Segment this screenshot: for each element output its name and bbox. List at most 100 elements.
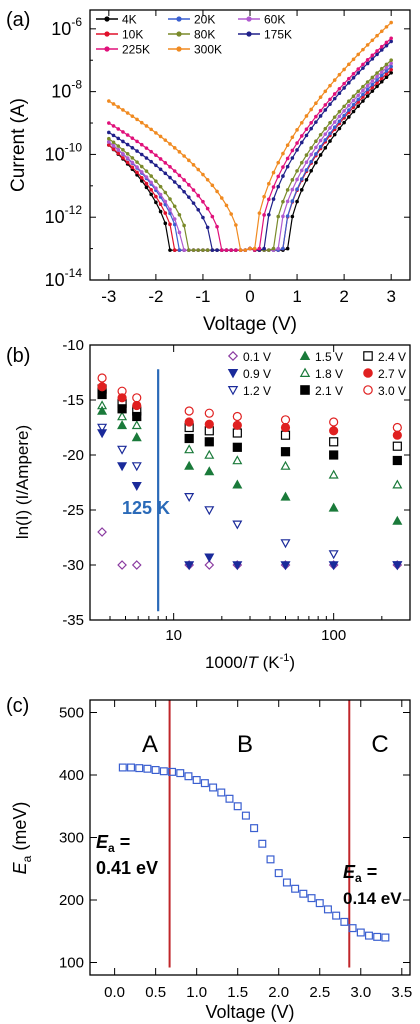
legend-item-1.5V: 1.5 V bbox=[299, 350, 343, 364]
data-point bbox=[121, 148, 125, 152]
data-point bbox=[314, 152, 318, 156]
data-point bbox=[187, 248, 191, 252]
legend-label: 0.1 V bbox=[243, 350, 271, 364]
panel-c-y-label-sub: a bbox=[20, 855, 34, 862]
series-2.7 V bbox=[97, 382, 402, 440]
series-225K bbox=[107, 36, 393, 252]
legend-item-2.7V: 2.7 V bbox=[363, 367, 406, 381]
data-point bbox=[172, 146, 177, 150]
series-80K bbox=[107, 58, 393, 252]
y-tick-label: -20 bbox=[62, 447, 84, 464]
data-point bbox=[158, 209, 163, 214]
data-point bbox=[121, 156, 125, 160]
legend-marker bbox=[227, 369, 239, 379]
x-tick-label: 3 bbox=[386, 287, 395, 306]
x-tick-label: 2 bbox=[339, 287, 348, 306]
y-tick-label: -10 bbox=[62, 337, 84, 354]
legend-item-2.1V: 2.1 V bbox=[300, 384, 343, 398]
data-point bbox=[125, 111, 130, 115]
legend-marker bbox=[299, 367, 311, 377]
data-point bbox=[347, 108, 351, 112]
legend-item-60K: 60K bbox=[238, 13, 285, 27]
legend-label: 300K bbox=[194, 43, 222, 57]
data-point bbox=[117, 462, 128, 472]
y-tick-label: 10-14 bbox=[45, 266, 83, 290]
series-line bbox=[108, 37, 392, 251]
legend-swatch-marker bbox=[104, 31, 110, 37]
data-point bbox=[314, 139, 318, 144]
data-point bbox=[280, 491, 291, 501]
x-tick-label: 0.5 bbox=[145, 984, 166, 1001]
data-point bbox=[149, 180, 153, 185]
data-point bbox=[392, 422, 402, 433]
series-0.1 V bbox=[97, 527, 403, 570]
y-tick-label: -35 bbox=[62, 612, 84, 629]
data-point bbox=[257, 246, 262, 251]
data-point bbox=[309, 107, 313, 112]
data-point bbox=[182, 189, 186, 194]
y-tick-label: -25 bbox=[62, 502, 84, 519]
legend-swatch-marker bbox=[176, 31, 182, 37]
x-tick-label: 3.0 bbox=[350, 984, 371, 1001]
data-point bbox=[262, 246, 266, 251]
x-tick-label: 2.5 bbox=[309, 984, 330, 1001]
data-point bbox=[295, 148, 299, 152]
data-point bbox=[158, 184, 163, 189]
data-point bbox=[332, 115, 337, 119]
data-point bbox=[379, 44, 384, 49]
data-point bbox=[154, 179, 158, 183]
data-point bbox=[229, 212, 233, 216]
data-point bbox=[258, 839, 267, 848]
data-point bbox=[139, 179, 144, 183]
data-point bbox=[276, 214, 281, 219]
data-point bbox=[375, 52, 379, 57]
data-point bbox=[340, 917, 349, 926]
data-point bbox=[219, 196, 224, 200]
legend-label: 1.5 V bbox=[315, 350, 343, 364]
data-point bbox=[342, 120, 346, 125]
data-point bbox=[149, 149, 153, 154]
data-point bbox=[139, 142, 144, 147]
data-point bbox=[116, 127, 121, 131]
data-point bbox=[154, 186, 158, 191]
data-point bbox=[356, 93, 361, 98]
data-point bbox=[276, 160, 281, 165]
data-point bbox=[389, 67, 393, 72]
data-point bbox=[323, 89, 328, 94]
data-point bbox=[299, 889, 308, 898]
data-point bbox=[184, 772, 193, 781]
data-point bbox=[328, 550, 339, 560]
data-point bbox=[135, 165, 139, 169]
data-point bbox=[149, 187, 153, 192]
data-point bbox=[347, 76, 351, 81]
data-point bbox=[177, 173, 182, 178]
data-point bbox=[135, 764, 144, 773]
data-point bbox=[191, 248, 196, 252]
y-tick-label: 10-8 bbox=[51, 78, 82, 102]
data-point bbox=[135, 117, 139, 122]
data-point bbox=[280, 447, 291, 457]
data-point bbox=[323, 108, 328, 112]
data-point bbox=[361, 62, 365, 67]
data-point bbox=[299, 134, 304, 138]
panel-b-x-label-main: 1000/ bbox=[205, 653, 248, 672]
data-point bbox=[364, 931, 373, 940]
region-label-a: A bbox=[142, 731, 158, 758]
panel-b-plot-area bbox=[97, 369, 403, 612]
data-point bbox=[107, 136, 111, 141]
data-point bbox=[135, 160, 139, 164]
data-point bbox=[232, 420, 242, 430]
data-point bbox=[379, 73, 384, 78]
data-point bbox=[131, 482, 142, 492]
data-point bbox=[281, 214, 285, 219]
data-point bbox=[149, 159, 153, 164]
data-point bbox=[370, 85, 375, 90]
data-point bbox=[295, 169, 299, 173]
data-point bbox=[332, 911, 341, 920]
data-point bbox=[384, 75, 389, 80]
data-point bbox=[365, 43, 370, 47]
panel-a-y-axis-label: Current (A) bbox=[8, 98, 29, 192]
panel-b-y-ticks: -10 -15 -20 -25 -30 -35 bbox=[62, 337, 410, 629]
